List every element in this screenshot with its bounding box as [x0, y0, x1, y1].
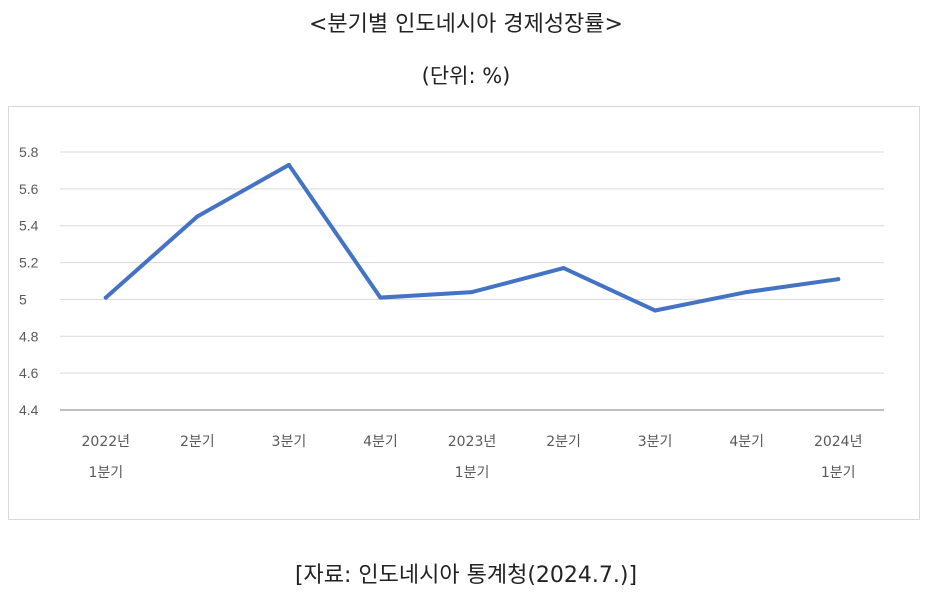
x-tick-label: 2023년: [448, 434, 497, 450]
data-point: [836, 277, 841, 282]
y-tick-label: 4.8: [19, 328, 39, 344]
y-tick-label: 5.8: [19, 144, 39, 160]
data-point: [744, 290, 749, 295]
source-note: [자료: 인도네시아 통계청(2024.7.)]: [294, 563, 638, 588]
x-tick-label: 3분기: [638, 434, 673, 450]
x-tick-label: 4분기: [363, 434, 398, 450]
x-tick-label: 2분기: [546, 434, 581, 450]
y-tick-label: 5.6: [19, 181, 39, 197]
series-line: [103, 162, 841, 313]
line-chart: 4.4 4.6 4.8 5 5.2 5.4 5.6 5.8 2022년 1분기 2분기 3분기 4분기 2…: [19, 144, 884, 481]
y-tick-label: 5.2: [19, 255, 39, 271]
y-tick-label: 4.4: [19, 402, 39, 418]
data-point: [103, 295, 108, 300]
data-point: [653, 308, 658, 313]
unit-label: (단위: %): [421, 64, 511, 88]
chart-title: <분기별 인도네시아 경제성장률>: [309, 12, 623, 37]
chart-frame: 4.4 4.6 4.8 5 5.2 5.4 5.6 5.8 2022년 1분기 2분기 3분기 4분기 2…: [8, 106, 920, 520]
data-point: [286, 162, 291, 167]
data-point: [470, 290, 474, 295]
x-tick-label: 1분기: [88, 465, 123, 481]
y-tick-label: 5: [19, 291, 27, 307]
x-tick-label: 2분기: [180, 434, 215, 450]
x-tick-label: 1분기: [821, 465, 856, 481]
data-point: [561, 266, 566, 271]
data-point: [378, 295, 383, 300]
data-point: [195, 214, 200, 219]
y-tick-label: 4.6: [19, 365, 39, 381]
x-tick-label: 2022년: [82, 434, 131, 450]
x-tick-label: 2024년: [814, 434, 863, 450]
x-tick-label: 3분기: [272, 434, 307, 450]
x-tick-label: 4분기: [729, 434, 764, 450]
x-tick-label: 1분기: [455, 465, 490, 481]
y-tick-label: 5.4: [19, 218, 39, 234]
